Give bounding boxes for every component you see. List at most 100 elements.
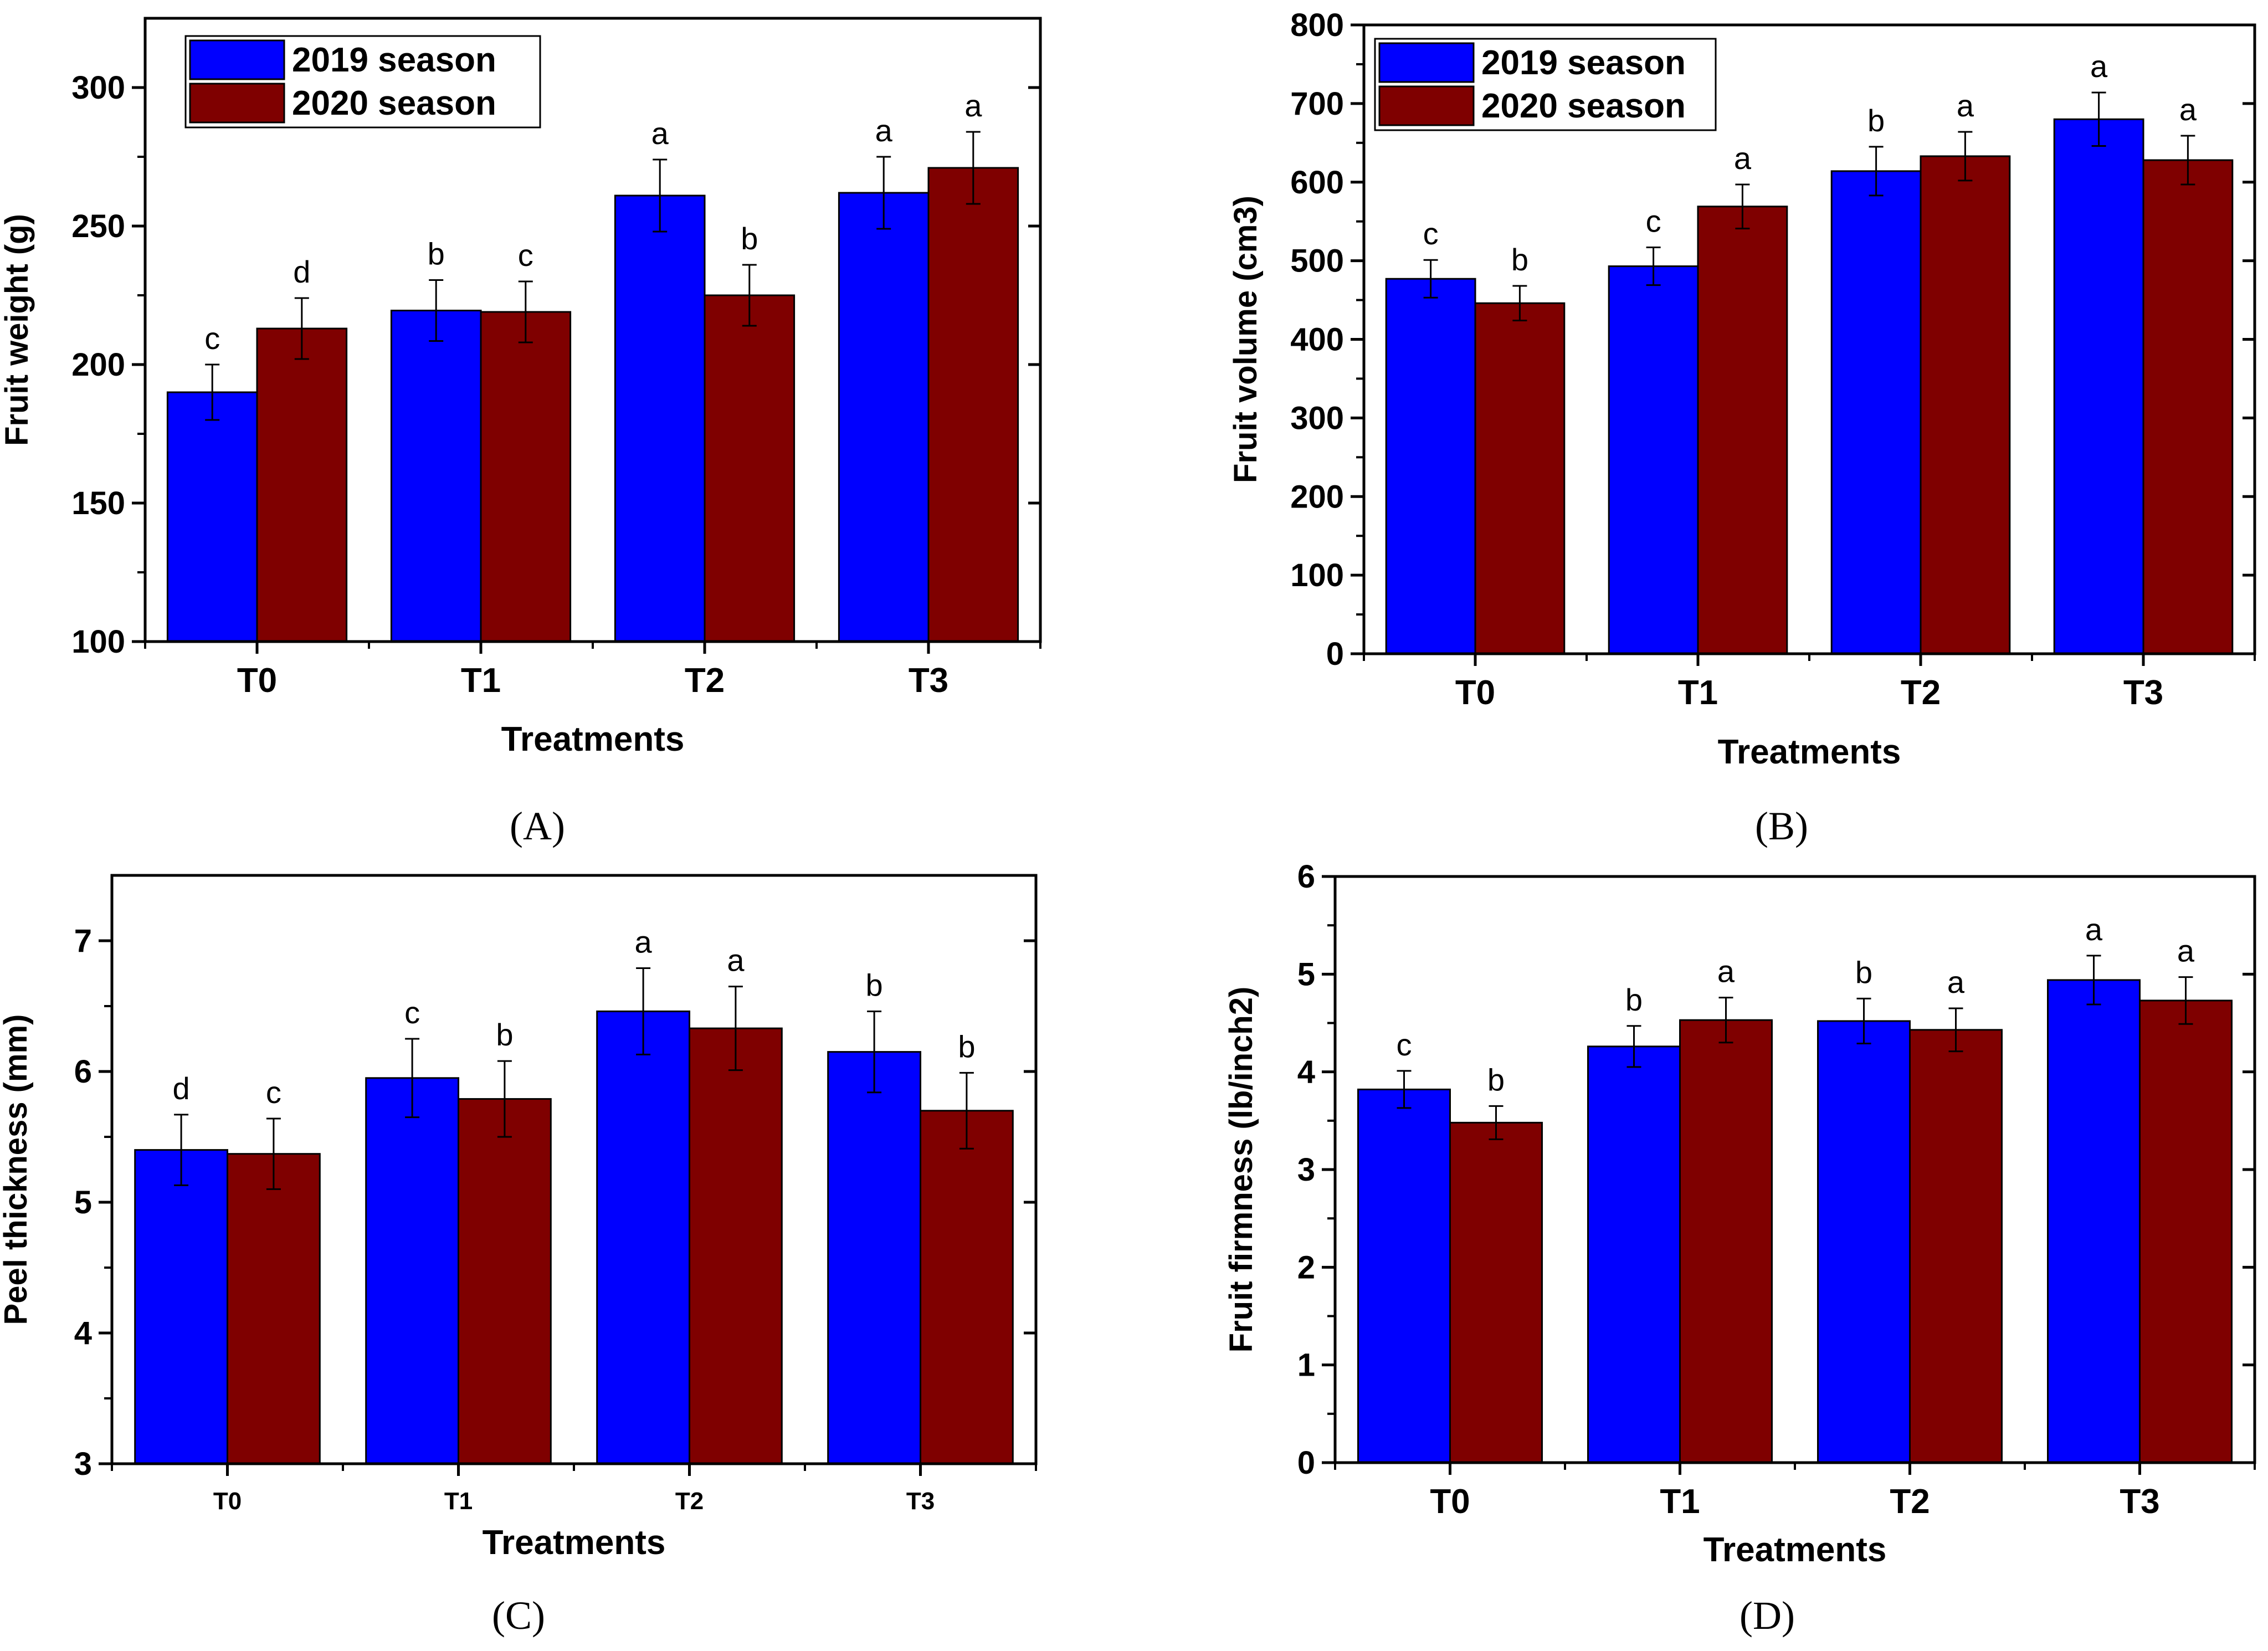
x-axis-title: Treatments xyxy=(1718,733,1901,771)
significance-letter: a xyxy=(2085,912,2103,947)
bar-t0-2020 xyxy=(256,327,348,643)
significance-letter: a xyxy=(1957,88,1974,123)
significance-letter: b xyxy=(1855,955,1872,989)
chart-panel-a: c b a a d c b a 100 150 200 250 300 T0 T1 T2 T3 Treatment… xyxy=(0,17,1042,758)
significance-letter: c xyxy=(204,321,220,356)
bar-t2-2020 xyxy=(704,294,796,643)
significance-letter: c xyxy=(518,238,533,273)
significance-letter: c xyxy=(1397,1027,1412,1062)
significance-letter: b xyxy=(866,967,883,1002)
legend-swatch-2019 xyxy=(189,39,285,80)
bar-t1-2019 xyxy=(390,310,482,643)
legend-label: 2020 season xyxy=(1481,87,1686,125)
legend-swatch-2020 xyxy=(1378,85,1475,126)
chart-panel-d: c b b a b a a a 0 1 2 3 4 5 6 T0 T1 T2 T3 Treatments Fruit f… xyxy=(1223,859,2256,1569)
significance-letter: b xyxy=(1487,1062,1505,1097)
bar-t0-2019 xyxy=(166,391,258,643)
y-tick-label: 250 xyxy=(71,208,125,244)
panel-label-c: (C) xyxy=(492,1593,545,1638)
bar-t3-2019 xyxy=(827,1051,921,1465)
significance-letter: a xyxy=(964,88,982,123)
x-tick-label-t0: T0 xyxy=(213,1488,242,1515)
x-tick-label-t2: T2 xyxy=(675,1488,704,1515)
x-tick-label-t0: T0 xyxy=(1455,674,1495,712)
bar-t3-2019 xyxy=(838,192,930,643)
y-tick-label: 6 xyxy=(74,1054,92,1090)
significance-letter: a xyxy=(635,925,653,960)
y-axis-title: Fruit firmness (lb/inch2) xyxy=(1223,987,1259,1353)
significance-letter: c xyxy=(1423,216,1439,251)
legend: 2019 season 2020 season xyxy=(184,35,541,129)
significance-letter: b xyxy=(958,1029,975,1064)
chart-panel-c: d c a b c b a b 3 4 5 6 7 T0 T1 T2 T3 Treatments Peel thic… xyxy=(0,874,1038,1562)
panel-label-d: (D) xyxy=(1740,1593,1795,1638)
significance-letter: b xyxy=(1511,242,1528,277)
y-tick-label: 200 xyxy=(1290,479,1344,515)
significance-letter: a xyxy=(1734,141,1752,176)
y-tick-label: 100 xyxy=(1290,557,1344,593)
significance-letter: b xyxy=(496,1017,513,1052)
y-axis-title: Fruit weight (g) xyxy=(0,214,35,446)
bar-t2-2020 xyxy=(1909,1029,2003,1464)
x-tick-label-t3: T3 xyxy=(909,662,948,700)
bar-t2-2019 xyxy=(614,194,706,643)
significance-letter: a xyxy=(1947,965,1965,999)
bar-t2-2020 xyxy=(689,1027,783,1465)
significance-letter: c xyxy=(404,995,420,1030)
bar-t2-2019 xyxy=(1817,1020,1911,1464)
significance-letter: a xyxy=(2179,92,2197,127)
legend-label: 2019 season xyxy=(1481,44,1686,82)
significance-letter: d xyxy=(293,254,310,289)
y-tick-label: 0 xyxy=(1297,1445,1315,1481)
x-tick-label-t1: T1 xyxy=(461,662,501,700)
significance-letter: c xyxy=(1646,204,1661,239)
x-tick-label-t1: T1 xyxy=(1660,1483,1700,1521)
significance-letter: d xyxy=(173,1071,190,1106)
y-tick-label: 400 xyxy=(1290,322,1344,358)
y-tick-label: 150 xyxy=(71,485,125,521)
bar-t3-2020 xyxy=(920,1110,1014,1465)
y-tick-label: 7 xyxy=(74,923,92,959)
bar-t3-2020 xyxy=(2142,159,2234,655)
bar-t0-2020 xyxy=(1474,302,1566,655)
significance-letter: b xyxy=(1867,103,1885,138)
bar-t1-2019 xyxy=(1608,265,1699,655)
x-axis-title: Treatments xyxy=(1703,1531,1887,1569)
y-tick-label: 2 xyxy=(1297,1249,1315,1285)
y-tick-label: 600 xyxy=(1290,165,1344,201)
significance-letter: a xyxy=(727,943,745,978)
bar-t1-2020 xyxy=(458,1098,552,1465)
y-tick-label: 0 xyxy=(1326,636,1344,672)
bar-t0-2019 xyxy=(134,1149,228,1465)
legend-swatch-2019 xyxy=(1378,42,1475,83)
x-tick-label-t2: T2 xyxy=(1901,674,1941,712)
bar-t3-2019 xyxy=(2047,979,2141,1464)
bar-t1-2019 xyxy=(365,1077,460,1465)
bar-t0-2019 xyxy=(1385,278,1476,655)
y-tick-label: 6 xyxy=(1297,859,1315,895)
significance-letter: b xyxy=(741,221,758,256)
panel-label-b: (B) xyxy=(1755,804,1808,848)
bar-t3-2020 xyxy=(2139,999,2233,1464)
bar-t1-2019 xyxy=(1587,1045,1681,1464)
x-tick-label-t3: T3 xyxy=(2120,1483,2159,1521)
x-tick-label-t0: T0 xyxy=(1430,1483,1470,1521)
bar-t2-2020 xyxy=(1920,155,2011,655)
bar-t0-2020 xyxy=(227,1153,321,1465)
y-tick-label: 3 xyxy=(74,1446,92,1482)
y-axis-title: Peel thickness (mm) xyxy=(0,1014,34,1325)
bar-t0-2020 xyxy=(1449,1121,1543,1464)
y-tick-label: 300 xyxy=(71,70,125,106)
bar-t3-2020 xyxy=(927,167,1019,643)
y-tick-label: 5 xyxy=(1297,956,1315,992)
legend-swatch-2020 xyxy=(189,83,285,124)
y-axis-title: Fruit volume (cm3) xyxy=(1228,196,1264,483)
panel-label-a: (A) xyxy=(510,804,565,848)
bar-t1-2020 xyxy=(1697,206,1788,655)
y-tick-label: 5 xyxy=(74,1185,92,1221)
x-tick-label-t1: T1 xyxy=(1678,674,1718,712)
legend: 2019 season 2020 season xyxy=(1374,38,1717,131)
y-tick-label: 1 xyxy=(1297,1347,1315,1383)
y-tick-label: 4 xyxy=(1297,1054,1315,1090)
